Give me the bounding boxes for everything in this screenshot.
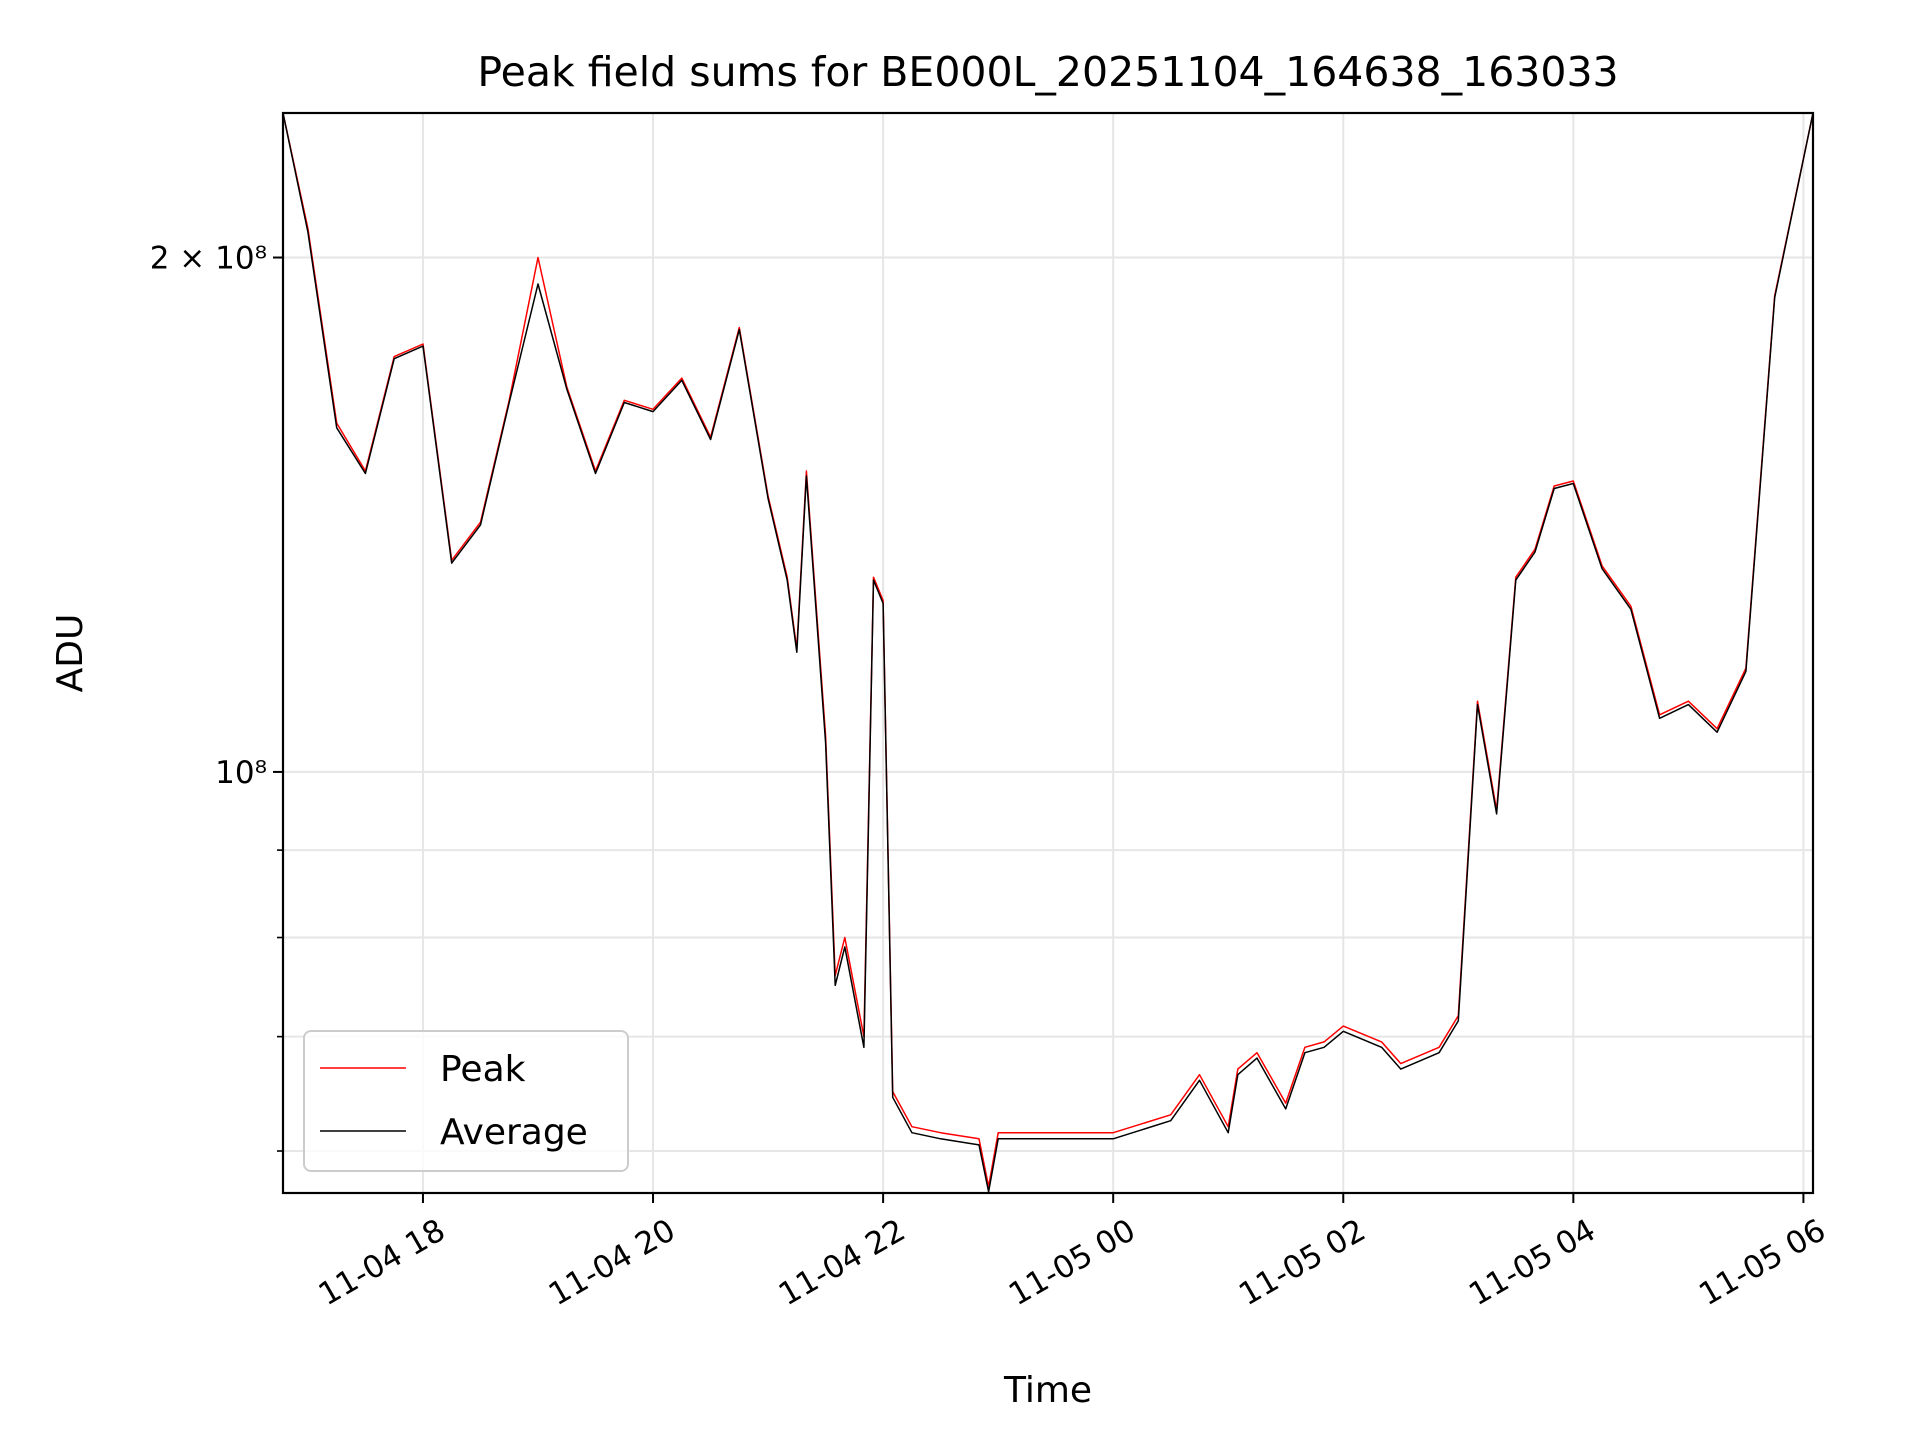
y-axis-label: ADU [50,614,91,693]
y-axis: 2 × 10⁸ 10⁸ [150,241,283,1152]
y-tick-label: 10⁸ [215,755,267,791]
legend-box [303,1030,629,1172]
legend-label-peak: Peak [440,1049,526,1090]
y-tick-label: 2 × 10⁸ [150,241,267,277]
plot-area [283,113,1813,1193]
chart-title: Peak field sums for BE000L_20251104_1646… [477,48,1618,96]
x-axis-label: Time [1003,1370,1092,1411]
series-layer [283,113,1813,1193]
plot-frame [281,111,1815,1195]
series-line-average [283,113,1813,1193]
legend: Peak Average [303,1030,629,1172]
legend-label-average: Average [440,1112,588,1153]
